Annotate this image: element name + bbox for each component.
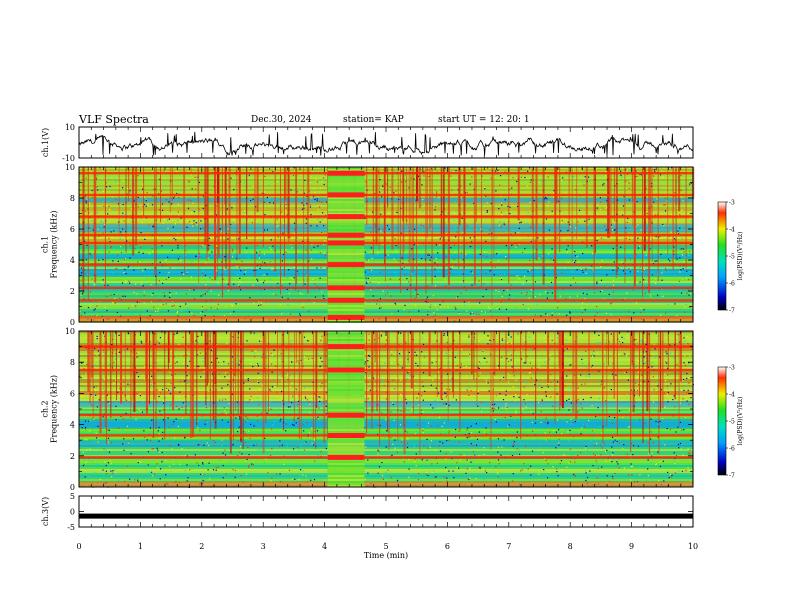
date-label: Dec.30, 2024: [251, 115, 312, 125]
ch2-colorbar-tick-3: -6: [729, 446, 735, 453]
ch1-ytick-top: 10: [65, 123, 75, 132]
ch2-colorbar-label: log(PSD)(V²/Hz): [737, 397, 744, 446]
start-ut-label: start UT = 12: 20: 1: [438, 115, 530, 125]
ch1-colorbar-label: log(PSD)(V²/Hz): [737, 232, 744, 281]
ch1-colorbar-gradient: [717, 201, 727, 311]
ch1-colorbar-tick-0: -3: [729, 200, 735, 207]
ch1-colorbar: -3 -4 -5 -6 -7 log(PSD)(V²/Hz): [717, 200, 744, 315]
ch1-spectrogram-ytick-5: 10: [65, 163, 75, 172]
time-axis: 0 1 2 3 4 5 6 7 8 9 10 Time (min): [76, 542, 698, 560]
ch2-spectrogram-ytick-1: 2: [70, 452, 75, 461]
ch1-spectrogram-band-3: [79, 263, 693, 266]
xtick-label-3: 3: [261, 542, 266, 551]
ch1-colorbar-tick-4: -7: [729, 308, 735, 315]
ch2-spectrogram-ytick-2: 4: [70, 421, 75, 430]
ch2-spectrogram-band-0: [79, 456, 693, 459]
ch1-spectrogram-band-5: [79, 234, 693, 237]
ch3-waveform-panel: 5 0 -5 ch.3(V): [41, 492, 694, 532]
ch1-waveform-panel: 10 -10 ch.1(V): [41, 123, 694, 163]
ch2-colorbar: -3 -4 -5 -6 -7 log(PSD)(V²/Hz): [717, 365, 744, 480]
ch1-waveform-trace: [78, 131, 694, 156]
ch3-ytick-top: 5: [70, 492, 75, 501]
ch2-colorbar-tick-2: -5: [729, 419, 735, 426]
xaxis-label: Time (min): [364, 551, 408, 560]
ch1-colorbar-tick-1: -4: [729, 227, 735, 234]
ch2-colorbar-tick-0: -3: [729, 365, 735, 372]
ch1-spectrogram-ytick-0: 0: [70, 318, 75, 327]
xtick-label-10: 10: [688, 542, 698, 551]
xtick-label-5: 5: [383, 542, 388, 551]
figure-title: VLF Spectra: [79, 113, 149, 126]
ch2-colorbar-tick-1: -4: [729, 392, 735, 399]
ch2-spectrogram-ylabel: ch.2Frequency (kHz): [41, 375, 59, 443]
xtick-label-7: 7: [506, 542, 511, 551]
ch1-spectrogram-band-1: [79, 299, 693, 302]
ch2-spectrogram-panel: 0 2 4 6 8 10 ch.2Frequency (kHz): [41, 327, 695, 492]
ch1-spectrogram-band-6: [79, 215, 693, 218]
ch1-ylabel: ch.1(V): [41, 128, 50, 157]
ch2-colorbar-tick-4: -7: [729, 473, 735, 480]
ch2-spectrogram-band-3: [79, 368, 693, 372]
ch3-ylabel: ch.3(V): [41, 497, 50, 526]
ch1-ytick-bottom: -10: [62, 154, 75, 163]
ch2-spectrogram-ytick-3: 6: [70, 389, 75, 398]
xtick-label-9: 9: [629, 542, 634, 551]
ch1-spectrogram-ytick-1: 2: [70, 287, 75, 296]
ch1-colorbar-tick-2: -5: [729, 254, 735, 261]
ch1-spectrogram-band-2: [79, 286, 693, 290]
ch1-spectrogram-ytick-4: 8: [70, 194, 75, 203]
ch1-spectrogram-band-8: [79, 172, 693, 175]
ch2-spectrogram-band-2: [79, 414, 693, 417]
ch3-ytick-mid: 0: [70, 508, 75, 517]
ch1-spectrogram-ylabel: ch.1Frequency (kHz): [41, 210, 59, 278]
ch2-spectrogram-band-4: [79, 345, 693, 348]
ch2-spectrogram-ytick-0: 0: [70, 483, 75, 492]
ch2-colorbar-gradient: [717, 366, 727, 476]
ch2-spectrogram-ytick-4: 8: [70, 358, 75, 367]
ch3-ytick-bottom: -5: [67, 523, 75, 532]
xtick-label-4: 4: [322, 542, 327, 551]
xtick-label-8: 8: [568, 542, 573, 551]
ch1-spectrogram-band-7: [79, 193, 693, 197]
ch1-spectrogram-band-4: [79, 241, 693, 245]
ch1-spectrogram-ytick-3: 6: [70, 225, 75, 234]
xtick-label-1: 1: [138, 542, 143, 551]
ch2-spectrogram-ytick-5: 10: [65, 327, 75, 336]
station-label: station= KAP: [343, 115, 404, 125]
xtick-label-6: 6: [445, 542, 450, 551]
xtick-label-0: 0: [76, 542, 81, 551]
ch1-colorbar-tick-3: -6: [729, 281, 735, 288]
ch3-waveform-trace: [79, 513, 693, 519]
ch1-spectrogram-panel: 0 2 4 6 8 10 ch.1Frequency (kHz): [41, 163, 695, 327]
xtick-label-2: 2: [199, 542, 204, 551]
ch2-spectrogram-band-1: [79, 434, 693, 437]
ch1-spectrogram-ytick-2: 4: [70, 256, 75, 265]
